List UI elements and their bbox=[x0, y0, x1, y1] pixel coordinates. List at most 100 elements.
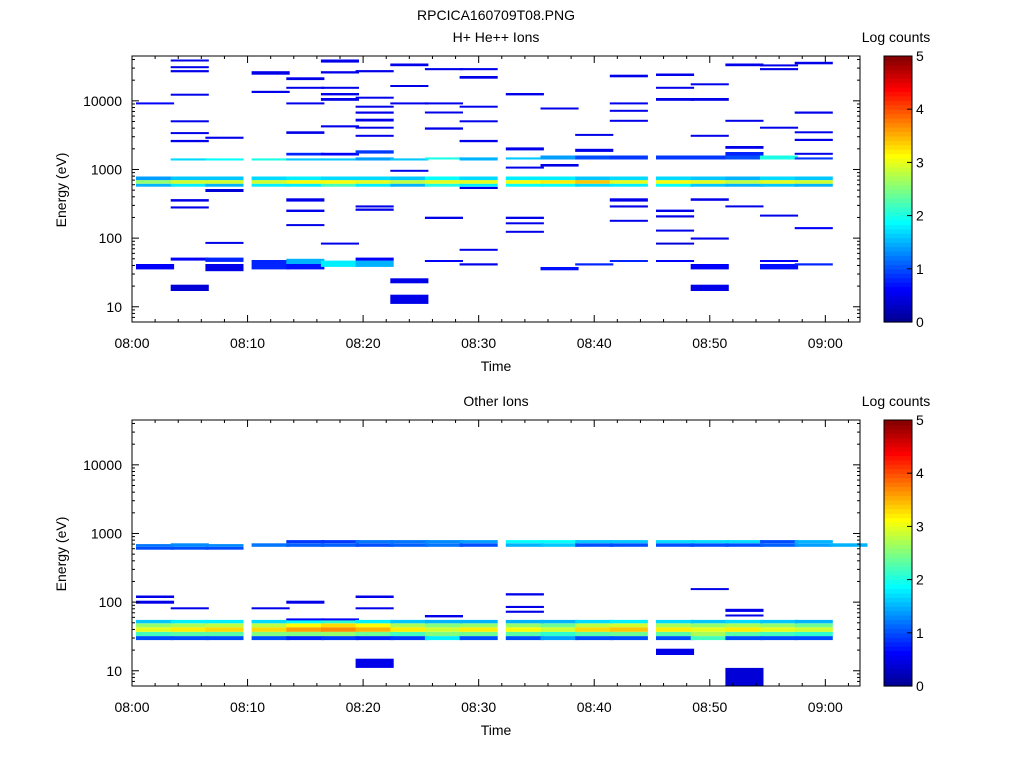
colorbar-swatch bbox=[884, 464, 912, 470]
heatmap-cell bbox=[725, 631, 764, 637]
colorbar-swatch bbox=[884, 433, 912, 439]
colorbar-swatch bbox=[884, 100, 912, 106]
y-tick-label: 100 bbox=[99, 594, 123, 610]
colorbar-frame bbox=[883, 419, 913, 687]
heatmap-cell bbox=[829, 543, 868, 547]
colorbar-swatch bbox=[884, 628, 912, 634]
heatmap-cell bbox=[690, 83, 729, 86]
colorbar-swatch bbox=[884, 109, 912, 115]
heatmap-cell bbox=[725, 183, 764, 187]
heatmap-cell bbox=[205, 544, 244, 547]
colorbar-swatch bbox=[884, 113, 912, 119]
colorbar-swatch bbox=[884, 220, 912, 226]
colorbar-swatch bbox=[884, 69, 912, 75]
heatmap-cell bbox=[505, 593, 544, 596]
heatmap-cell bbox=[286, 180, 325, 184]
heatmap-cell bbox=[656, 176, 695, 181]
figure-title: RPCICA160709T08.PNG bbox=[417, 7, 575, 23]
heatmap-cell bbox=[170, 139, 209, 143]
y-tick-label: 1000 bbox=[91, 161, 122, 177]
colorbar-swatch bbox=[884, 282, 912, 288]
heatmap-cell bbox=[575, 636, 614, 641]
heatmap-cell bbox=[794, 152, 833, 155]
heatmap-cells bbox=[136, 59, 833, 304]
heatmap-cell bbox=[760, 260, 799, 262]
heatmap-cell bbox=[320, 71, 359, 74]
colorbar-tick-label: 0 bbox=[916, 678, 924, 694]
colorbar-swatch bbox=[884, 606, 912, 612]
heatmap-cell bbox=[540, 631, 579, 637]
heatmap-cell bbox=[725, 619, 764, 624]
colorbar-swatch bbox=[884, 193, 912, 199]
colorbar-swatch bbox=[884, 290, 912, 296]
heatmap-cell bbox=[286, 258, 325, 264]
colorbar-swatch bbox=[884, 171, 912, 177]
colorbar-swatch bbox=[884, 557, 912, 563]
heatmap-cell bbox=[251, 623, 290, 628]
colorbar-swatch bbox=[884, 451, 912, 457]
heatmap-cell bbox=[320, 636, 359, 641]
colorbar-swatch bbox=[884, 206, 912, 212]
heatmap-cell bbox=[760, 64, 799, 67]
heatmap-cell bbox=[690, 198, 729, 201]
heatmap-cell bbox=[794, 227, 833, 230]
colorbar-swatch bbox=[884, 601, 912, 607]
heatmap-cell bbox=[575, 133, 614, 136]
colorbar-swatch bbox=[884, 308, 912, 314]
heatmap-cell bbox=[424, 619, 463, 624]
heatmap-cell bbox=[575, 631, 614, 637]
heatmap-cell bbox=[320, 242, 359, 245]
heatmap-cell bbox=[609, 627, 648, 632]
y-tick-label: 10000 bbox=[83, 93, 122, 109]
heatmap-cell bbox=[609, 631, 648, 637]
heatmap-cell bbox=[540, 540, 579, 544]
colorbar-swatch bbox=[884, 455, 912, 461]
colorbar-tick-label: 2 bbox=[916, 208, 924, 224]
heatmap-cell bbox=[459, 186, 498, 189]
heatmap-cell bbox=[136, 631, 175, 637]
heatmap-cell bbox=[355, 105, 394, 108]
heatmap-cell bbox=[424, 102, 463, 105]
colorbar-swatch bbox=[884, 548, 912, 554]
heatmap-cell bbox=[320, 619, 359, 624]
heatmap-cell bbox=[459, 180, 498, 184]
heatmap-cell bbox=[505, 176, 544, 181]
colorbar-swatch bbox=[884, 166, 912, 172]
colorbar-swatch bbox=[884, 211, 912, 217]
heatmap-cell bbox=[286, 600, 325, 604]
heatmap-cell bbox=[505, 605, 544, 608]
heatmap-cell bbox=[136, 595, 175, 598]
x-tick-label: 08:20 bbox=[346, 699, 381, 715]
heatmap-cell bbox=[286, 209, 325, 212]
colorbar-swatch bbox=[884, 131, 912, 137]
heatmap-cell bbox=[205, 183, 244, 187]
heatmap-cell bbox=[505, 619, 544, 624]
heatmap-cell bbox=[459, 139, 498, 143]
heatmap-cell bbox=[286, 540, 325, 544]
heatmap-cell bbox=[170, 70, 209, 73]
heatmap-cell bbox=[656, 183, 695, 187]
heatmap-cell bbox=[794, 540, 833, 544]
heatmap-cell bbox=[505, 543, 544, 547]
heatmap-cell bbox=[251, 90, 290, 93]
heatmap-cell bbox=[136, 544, 175, 547]
heatmap-cell bbox=[286, 102, 325, 105]
colorbar-swatch bbox=[884, 566, 912, 572]
x-tick-label: 08:40 bbox=[577, 699, 612, 715]
heatmap-cell bbox=[205, 636, 244, 641]
colorbar-swatch bbox=[884, 424, 912, 430]
heatmap-cell bbox=[251, 183, 290, 187]
x-tick-label: 08:50 bbox=[692, 699, 727, 715]
heatmap-cell bbox=[286, 264, 325, 270]
heatmap-cell bbox=[505, 230, 544, 233]
colorbar-frame bbox=[883, 55, 913, 323]
y-tick-label: 10 bbox=[106, 299, 122, 315]
heatmap-cell bbox=[205, 158, 244, 161]
heatmap-cell bbox=[656, 98, 695, 101]
panel-title: Other Ions bbox=[463, 393, 528, 409]
heatmap-cell bbox=[725, 180, 764, 184]
heatmap-cell bbox=[725, 627, 764, 632]
heatmap-cell bbox=[355, 623, 394, 628]
colorbar-swatch bbox=[884, 659, 912, 665]
heatmap-cell bbox=[390, 294, 429, 304]
